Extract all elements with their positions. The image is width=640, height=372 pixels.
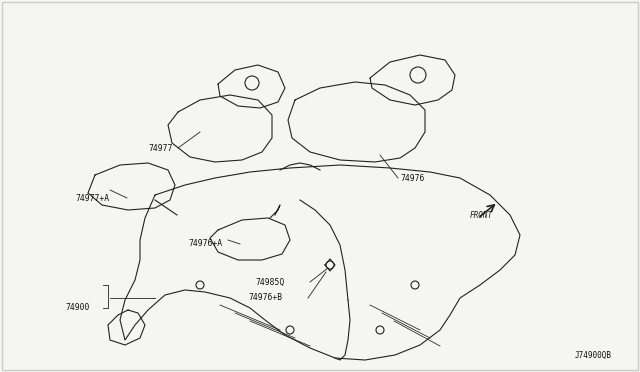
Text: 74976: 74976	[400, 173, 424, 183]
Text: 74977+A: 74977+A	[75, 193, 109, 202]
Text: 74976+A: 74976+A	[188, 240, 222, 248]
Text: 74985Q: 74985Q	[255, 278, 284, 286]
Text: 74977: 74977	[148, 144, 172, 153]
Text: 74900: 74900	[65, 302, 90, 311]
Text: FRONT: FRONT	[470, 211, 493, 219]
Text: 74976+B: 74976+B	[248, 294, 282, 302]
Text: J74900QB: J74900QB	[575, 350, 612, 359]
